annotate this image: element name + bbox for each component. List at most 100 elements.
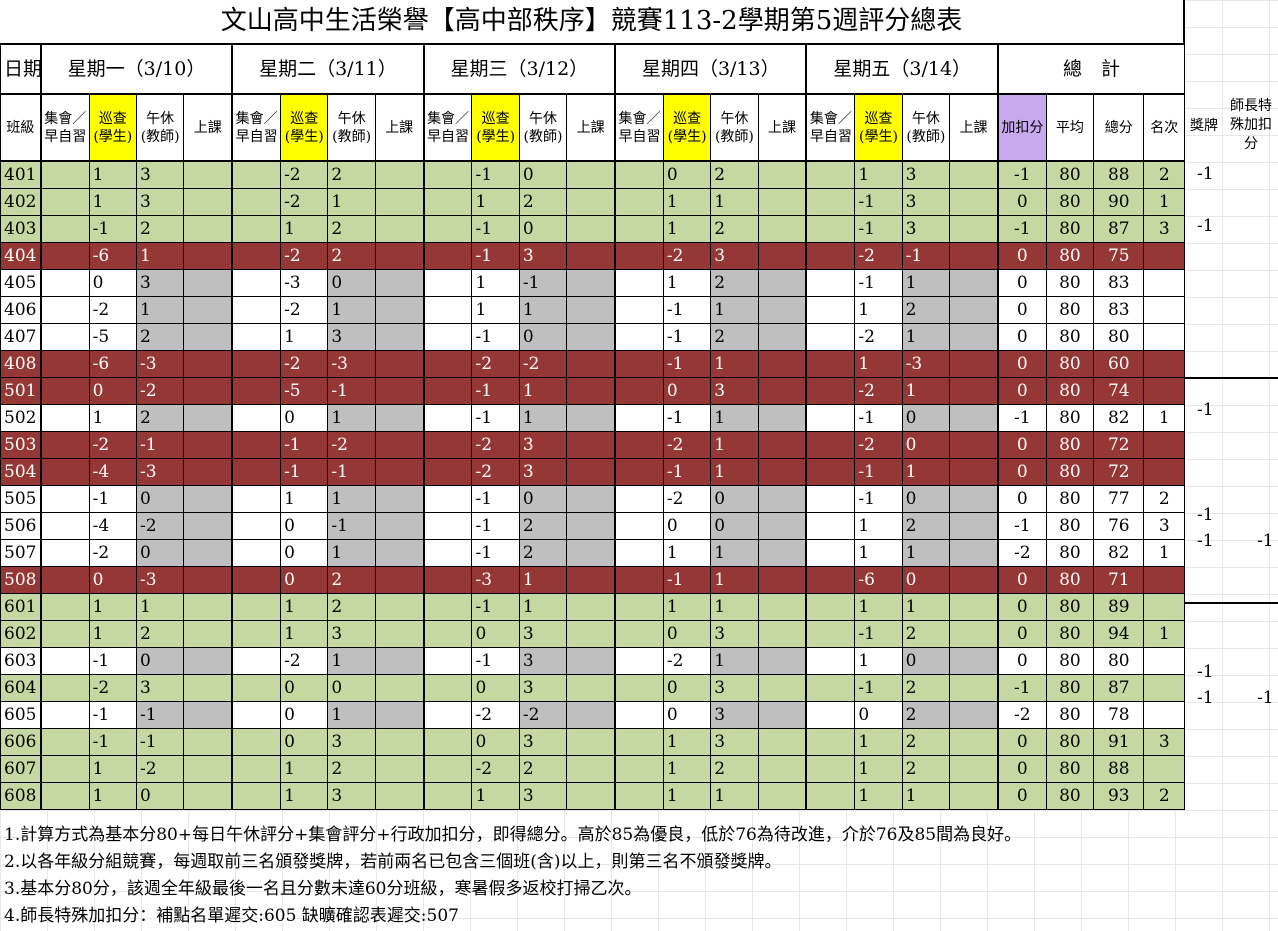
total-score: 71	[1093, 566, 1145, 594]
assembly-header: 集會／早自習	[422, 93, 473, 162]
class-score	[949, 431, 999, 459]
assembly-score	[614, 782, 664, 810]
class-score	[566, 512, 616, 540]
class-score	[757, 269, 807, 297]
patrol-score: 0	[280, 701, 329, 729]
table-row: 501 0 -2 -5 -1 -1 1 0 3 -2 1 0 80 74	[0, 377, 1185, 405]
table-row: 402 1 3 -2 1 1 2 1 1 -1 3 0 80 90 1	[0, 188, 1185, 216]
class-score	[566, 647, 616, 675]
noon-score: 1	[327, 485, 376, 513]
assembly-score	[805, 647, 856, 675]
noon-score: 2	[327, 566, 376, 594]
patrol-score: -1	[854, 458, 903, 486]
class-number: 502	[0, 404, 42, 432]
patrol-score: -2	[854, 377, 903, 405]
patrol-score: 0	[280, 404, 329, 432]
table-row: 506 -4 -2 0 -1 -1 2 0 0 1 2 -1 80 76 3	[0, 512, 1185, 540]
total-score: 76	[1093, 512, 1145, 540]
patrol-score: 0	[662, 377, 712, 405]
noon-score: 1	[710, 539, 759, 567]
table-row: 505 -1 0 1 1 -1 0 -2 0 -1 0 0 80 77 2	[0, 485, 1185, 513]
rank	[1143, 458, 1185, 486]
class-number: 603	[0, 647, 42, 675]
rank	[1143, 269, 1185, 297]
table-row: 606 -1 -1 0 3 0 3 1 3 1 2 0 80 91 3	[0, 728, 1185, 756]
table-row: 604 -2 3 0 0 0 3 0 3 -1 2 -1 80 87	[0, 674, 1185, 702]
average-score: 80	[1045, 404, 1095, 432]
assembly-score	[39, 755, 90, 783]
noon-score: 3	[135, 188, 185, 216]
patrol-header: 巡查(學生)	[280, 93, 329, 162]
assembly-score	[614, 160, 664, 189]
class-score	[566, 215, 616, 243]
class-score	[757, 728, 807, 756]
average-score: 80	[1045, 160, 1095, 189]
average-score: 80	[1045, 458, 1095, 486]
award-header: 獎牌	[1190, 118, 1218, 134]
noon-score: 0	[327, 269, 376, 297]
noon-score: 3	[901, 188, 951, 216]
patrol-score: 1	[88, 160, 137, 189]
class-score	[374, 350, 425, 378]
class-score	[374, 377, 425, 405]
rank	[1143, 431, 1185, 459]
assembly-score	[39, 674, 90, 702]
class-score	[183, 485, 233, 513]
total-score: 72	[1093, 458, 1145, 486]
adjust-score: -1	[996, 674, 1047, 702]
average-score: 80	[1045, 674, 1095, 702]
patrol-score: -2	[662, 242, 712, 270]
adjust-score: 0	[996, 296, 1047, 324]
noon-score: 1	[327, 701, 376, 729]
class-number: 604	[0, 674, 42, 702]
patrol-score: 0	[280, 512, 329, 540]
assembly-score	[231, 674, 282, 702]
class-score	[374, 674, 425, 702]
patrol-header: 巡查(學生)	[88, 93, 137, 162]
rank: 3	[1143, 728, 1185, 756]
patrol-score: 1	[854, 647, 903, 675]
assembly-score	[805, 728, 856, 756]
noon-score: -1	[327, 458, 376, 486]
assembly-score	[231, 755, 282, 783]
assembly-score	[231, 782, 282, 810]
patrol-score: -1	[471, 323, 520, 351]
noon-score: 3	[901, 215, 951, 243]
assembly-header: 集會／早自習	[231, 93, 282, 162]
assembly-score	[614, 566, 664, 594]
assembly-score	[614, 755, 664, 783]
assembly-score	[614, 242, 664, 270]
noon-score: 1	[327, 539, 376, 567]
class-score	[374, 404, 425, 432]
noon-score: 3	[327, 323, 376, 351]
patrol-score: -1	[471, 404, 520, 432]
noon-score: 0	[518, 160, 568, 189]
noon-score: 3	[518, 458, 568, 486]
noon-score: 2	[710, 323, 759, 351]
class-score	[566, 242, 616, 270]
assembly-score	[805, 593, 856, 621]
noon-score: 3	[518, 647, 568, 675]
noon-score: 1	[327, 404, 376, 432]
rank	[1143, 377, 1185, 405]
assembly-score	[39, 160, 90, 189]
noon-score: 1	[135, 296, 185, 324]
assembly-score	[231, 404, 282, 432]
assembly-score	[805, 296, 856, 324]
patrol-score: 0	[88, 566, 137, 594]
patrol-score: 0	[662, 701, 712, 729]
patrol-score: 1	[662, 539, 712, 567]
assembly-score	[231, 377, 282, 405]
total-score: 88	[1093, 160, 1145, 189]
assembly-score	[422, 458, 473, 486]
rank	[1143, 593, 1185, 621]
patrol-score: 1	[854, 539, 903, 567]
average-header: 平均	[1045, 93, 1095, 162]
patrol-score: -1	[662, 323, 712, 351]
noon-score: 2	[327, 215, 376, 243]
class-number: 402	[0, 188, 42, 216]
patrol-score: -2	[88, 539, 137, 567]
assembly-score	[39, 296, 90, 324]
table-row: 603 -1 0 -2 1 -1 3 -2 1 1 0 0 80 80	[0, 647, 1185, 675]
patrol-score: -4	[88, 458, 137, 486]
